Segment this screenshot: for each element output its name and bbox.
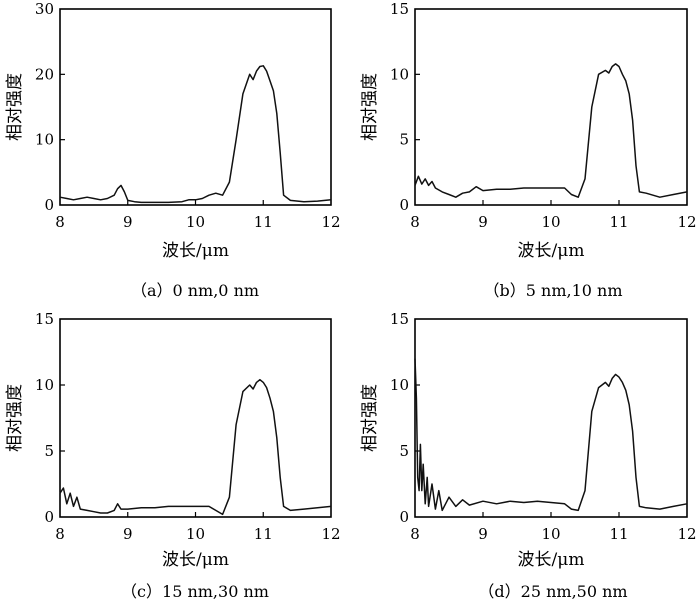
x-tick-label: 8 (410, 525, 420, 543)
x-axis-label: 波长/μm (518, 550, 585, 570)
y-tick-label: 10 (35, 376, 54, 394)
plot-frame (414, 8, 688, 206)
x-axis-label: 波长/μm (162, 550, 229, 570)
y-tick-label: 0 (44, 196, 54, 214)
x-axis-label: 波长/μm (518, 241, 585, 261)
x-tick-label: 10 (541, 213, 560, 231)
y-tick-label: 15 (390, 310, 409, 328)
y-tick-label: 5 (44, 442, 54, 460)
x-tick-label: 10 (541, 525, 560, 543)
y-tick-label: 0 (44, 508, 54, 526)
series-line (59, 65, 332, 204)
x-tick-label: 12 (677, 213, 696, 231)
y-tick-label: 5 (399, 442, 409, 460)
panel-caption: （c）15 nm,30 nm (121, 582, 269, 601)
y-tick-label: 10 (390, 376, 409, 394)
x-tick-label: 12 (321, 213, 340, 231)
x-tick-label: 11 (254, 213, 273, 231)
x-tick-label: 10 (186, 213, 205, 231)
x-tick-label: 9 (478, 525, 488, 543)
x-tick-label: 8 (55, 525, 65, 543)
y-tick-label: 10 (35, 131, 54, 149)
y-tick-label: 30 (35, 0, 54, 18)
y-tick-label: 10 (390, 65, 409, 83)
series-line (414, 63, 688, 198)
plot-frame (414, 318, 688, 518)
y-axis-label: 相对强度 (360, 73, 380, 141)
x-tick-label: 12 (321, 525, 340, 543)
x-tick-label: 8 (55, 213, 65, 231)
y-tick-label: 0 (399, 196, 409, 214)
y-axis-label: 相对强度 (360, 384, 380, 452)
y-tick-label: 5 (399, 131, 409, 149)
x-tick-label: 9 (478, 213, 488, 231)
plot-frame (59, 318, 332, 518)
series-line (414, 358, 688, 512)
y-tick-label: 0 (399, 508, 409, 526)
x-tick-label: 11 (609, 525, 628, 543)
x-tick-label: 11 (254, 525, 273, 543)
y-tick-label: 20 (35, 65, 54, 83)
x-tick-label: 12 (677, 525, 696, 543)
series-line (59, 378, 332, 516)
panel-caption: （d）25 nm,50 nm (478, 582, 627, 601)
panel-caption: （b）5 nm,10 nm (484, 281, 623, 300)
x-tick-label: 8 (410, 213, 420, 231)
panel-caption: （a）0 nm,0 nm (131, 281, 259, 300)
x-tick-label: 11 (609, 213, 628, 231)
x-tick-label: 9 (123, 213, 133, 231)
y-axis-label: 相对强度 (5, 73, 25, 141)
y-tick-label: 15 (390, 0, 409, 18)
y-axis-label: 相对强度 (5, 384, 25, 452)
y-tick-label: 15 (35, 310, 54, 328)
plot-frame (59, 8, 332, 206)
x-axis-label: 波长/μm (162, 241, 229, 261)
x-tick-label: 10 (186, 525, 205, 543)
x-tick-label: 9 (123, 525, 133, 543)
